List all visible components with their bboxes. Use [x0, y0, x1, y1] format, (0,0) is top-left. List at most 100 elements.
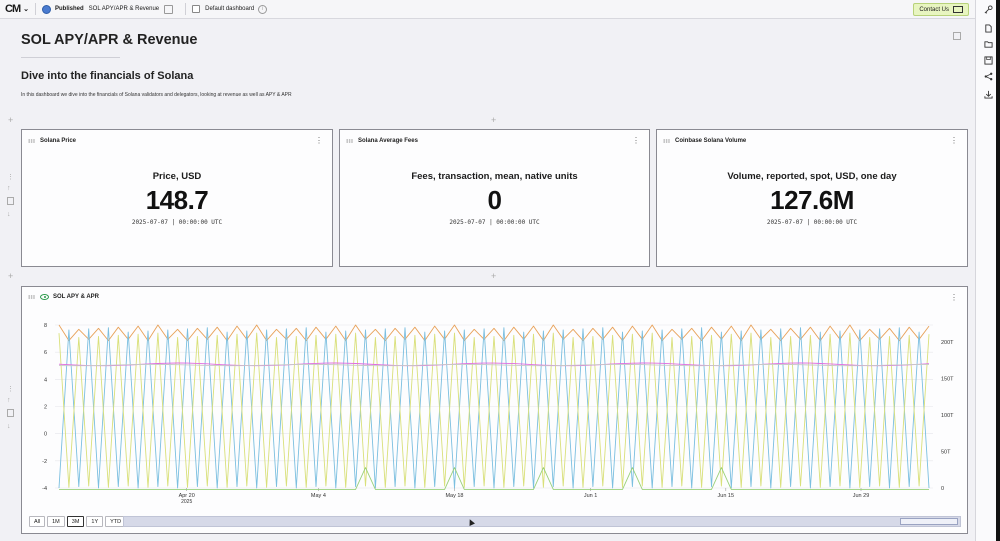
metric-card-coinbase-solana-volume: Coinbase Solana Volume ⋮ Volume, reporte…	[656, 129, 968, 267]
add-widget-plus-icon[interactable]: +	[491, 271, 497, 281]
navigator-selection[interactable]	[900, 518, 958, 525]
edit-name-icon[interactable]	[164, 4, 174, 14]
series-line	[58, 363, 930, 367]
y-right-tick-label: 50T	[941, 450, 951, 456]
series-line	[58, 362, 930, 367]
add-row-plus-icon[interactable]: +	[8, 115, 14, 125]
y-left-tick-label: -2	[42, 459, 47, 465]
save-icon[interactable]	[984, 56, 993, 65]
metric-card-solana-price: Solana Price ⋮ Price, USD 148.7 2025-07-…	[21, 129, 333, 267]
right-toolbar	[975, 0, 1000, 541]
info-icon[interactable]: i	[258, 4, 268, 14]
x-tick-label: Jun 1	[584, 493, 597, 499]
series-line	[58, 327, 930, 489]
range-selector: All 1M 3M 1Y YTD	[29, 516, 128, 527]
metric-card-solana-average-fees: Solana Average Fees ⋮ Fees, transaction,…	[339, 129, 650, 267]
top-bar: CM ⌄ Published SOL APY/APR & Revenue Def…	[0, 0, 975, 19]
x-tick-label: Jun 15	[718, 493, 735, 499]
envelope-icon	[953, 6, 963, 13]
logo-text: CM	[5, 3, 21, 15]
drag-grip-icon[interactable]	[28, 139, 35, 143]
chart-title: SOL APY & APR	[53, 294, 100, 300]
metric-value: 148.7	[145, 185, 209, 215]
drag-grip-icon[interactable]	[346, 139, 353, 143]
metric-label: Volume, reported, spot, USD, one day	[727, 171, 897, 182]
metric-date: 2025-07-07	[766, 219, 803, 226]
range-button-all[interactable]: All	[29, 516, 46, 527]
metric-time: 00:00:00 UTC	[813, 219, 858, 226]
drag-handle-icon[interactable]: ⋮	[7, 174, 14, 181]
arrow-down-icon[interactable]: ↓	[7, 423, 11, 430]
key-icon[interactable]	[984, 5, 993, 14]
more-options-icon[interactable]: ⋮	[950, 136, 958, 145]
series-line	[58, 332, 930, 488]
row-controls: ⋮ ↑ ↓	[7, 385, 15, 433]
contact-us-button[interactable]: Contact Us	[913, 3, 969, 16]
metric-label: Fees, transaction, mean, native units	[411, 171, 578, 182]
time-navigator[interactable]	[123, 516, 961, 527]
metric-value: 0	[487, 185, 502, 215]
y-left-tick-label: 4	[44, 377, 47, 383]
y-left-tick-label: 6	[44, 350, 47, 356]
y-right-tick-label: 100T	[941, 413, 954, 419]
drag-grip-icon[interactable]	[663, 139, 670, 143]
y-left-tick-label: 0	[44, 432, 47, 438]
title-underline	[21, 57, 120, 58]
contact-label: Contact Us	[919, 6, 949, 13]
section-description: In this dashboard we dive into the finan…	[21, 92, 292, 98]
edit-page-icon[interactable]	[953, 32, 961, 40]
x-tick-label: May 18	[445, 493, 463, 499]
x-tick-label: Jun 29	[853, 493, 870, 499]
default-dashboard-checkbox[interactable]	[192, 5, 201, 13]
metric-timestamp: 2025-07-07 | 00:00:00 UTC	[766, 219, 858, 226]
new-file-icon[interactable]	[984, 24, 993, 33]
chevron-down-icon: ⌄	[23, 6, 29, 13]
dashboard-name[interactable]: SOL APY/APR & Revenue	[88, 6, 160, 12]
drag-handle-icon[interactable]: ⋮	[7, 386, 14, 393]
x-tick-label: May 4	[311, 493, 326, 499]
app-logo-menu[interactable]: CM ⌄	[5, 3, 29, 15]
trash-icon[interactable]	[7, 197, 14, 205]
range-button-1m[interactable]: 1M	[47, 516, 65, 527]
range-button-1y[interactable]: 1Y	[86, 516, 104, 527]
chart-canvas[interactable]: 8 6 4 2 0 -2 -4 200T 150T 100T 50T 0 Apr 20 May 4 May …	[21, 305, 968, 510]
add-row-plus-icon[interactable]: +	[8, 271, 14, 281]
metric-date: 2025-07-07	[131, 219, 168, 226]
globe-icon	[41, 4, 51, 14]
card-header: Solana Average Fees	[346, 138, 418, 144]
series-line	[58, 324, 930, 342]
more-options-icon[interactable]: ⋮	[315, 136, 323, 145]
divider	[34, 3, 36, 15]
metric-value: 127.6M	[770, 185, 854, 215]
card-title: Coinbase Solana Volume	[675, 138, 747, 144]
card-header: Solana Price	[28, 138, 76, 144]
y-left-tick-label: 2	[44, 405, 47, 411]
page-title: SOL APY/APR & Revenue	[21, 32, 198, 48]
range-button-3m[interactable]: 3M	[66, 516, 85, 527]
add-widget-plus-icon[interactable]: +	[491, 115, 497, 125]
card-header: SOL APY & APR	[28, 294, 99, 300]
divider	[185, 3, 187, 15]
arrow-down-icon[interactable]: ↓	[7, 211, 11, 218]
card-title: Solana Price	[40, 138, 77, 144]
series-line	[59, 467, 929, 490]
eye-icon[interactable]	[40, 294, 49, 300]
share-icon[interactable]	[984, 72, 993, 81]
folder-icon[interactable]	[984, 40, 993, 49]
section-title: Dive into the financials of Solana	[21, 70, 194, 82]
arrow-up-icon[interactable]: ↑	[7, 185, 11, 192]
metric-label: Price, USD	[152, 171, 202, 182]
metric-timestamp: 2025-07-07 | 00:00:00 UTC	[449, 219, 540, 226]
more-options-icon[interactable]: ⋮	[632, 136, 640, 145]
metric-time: 00:00:00 UTC	[496, 219, 540, 226]
y-left-tick-label: 8	[44, 323, 47, 329]
metric-time: 00:00:00 UTC	[178, 219, 223, 226]
download-icon[interactable]	[984, 90, 993, 99]
trash-icon[interactable]	[7, 409, 14, 417]
window-edge	[996, 0, 1000, 541]
y-right-tick-label: 200T	[941, 340, 954, 346]
arrow-up-icon[interactable]: ↑	[7, 397, 11, 404]
card-title: Solana Average Fees	[358, 138, 418, 144]
drag-grip-icon[interactable]	[28, 295, 35, 299]
more-options-icon[interactable]: ⋮	[950, 293, 958, 302]
